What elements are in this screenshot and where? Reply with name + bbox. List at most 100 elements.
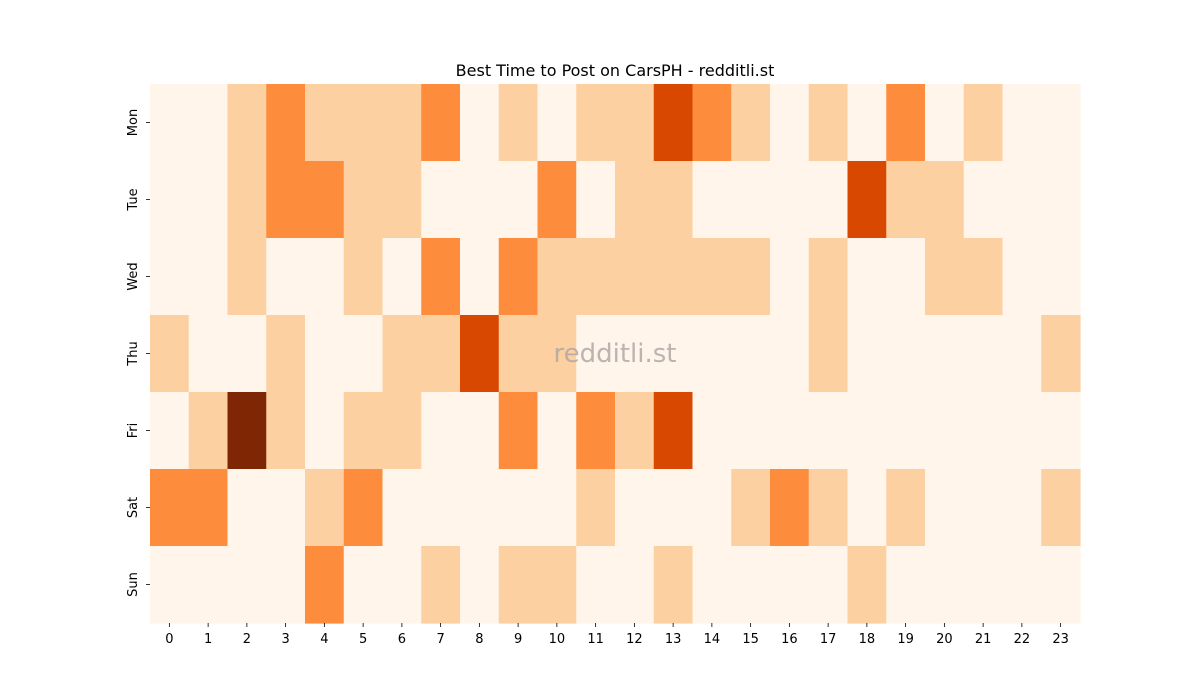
heatmap-cell-sun-15 bbox=[731, 546, 771, 624]
heatmap-cell-mon-20 bbox=[925, 84, 965, 162]
heatmap-cell-wed-18 bbox=[847, 238, 887, 316]
heatmap-cell-sat-16 bbox=[770, 469, 810, 547]
heatmap-cell-tue-13 bbox=[653, 161, 694, 239]
heatmap-cell-mon-11 bbox=[576, 84, 616, 162]
heatmap-cell-mon-13 bbox=[653, 84, 694, 162]
heatmap-cell-tue-6 bbox=[382, 161, 422, 239]
heatmap-cell-mon-17 bbox=[808, 84, 849, 162]
heatmap-cell-tue-7 bbox=[421, 161, 461, 239]
heatmap-cell-sat-17 bbox=[808, 469, 849, 547]
heatmap-cell-sat-9 bbox=[498, 469, 539, 547]
heatmap-cell-wed-23 bbox=[1041, 238, 1081, 316]
heatmap-cell-wed-3 bbox=[266, 238, 306, 316]
heatmap-cell-sun-13 bbox=[653, 546, 694, 624]
heatmap-cell-tue-8 bbox=[460, 161, 500, 239]
heatmap-cell-tue-5 bbox=[343, 161, 384, 239]
y-tick-label: Mon bbox=[126, 109, 141, 136]
heatmap-cell-sun-23 bbox=[1041, 546, 1081, 624]
heatmap-cell-sat-13 bbox=[653, 469, 694, 547]
y-axis: Mon Tue Wed Thu Fri Sat Sun bbox=[126, 109, 150, 597]
heatmap-cell-tue-9 bbox=[498, 161, 539, 239]
heatmap-cell-mon-12 bbox=[615, 84, 655, 162]
heatmap-cell-fri-21 bbox=[963, 392, 1004, 470]
x-tick-label: 5 bbox=[359, 632, 367, 647]
heatmap-cell-wed-21 bbox=[963, 238, 1004, 316]
heatmap-cell-tue-10 bbox=[537, 161, 577, 239]
heatmap-cell-sat-22 bbox=[1002, 469, 1042, 547]
heatmap-cell-tue-23 bbox=[1041, 161, 1081, 239]
heatmap-cell-sun-11 bbox=[576, 546, 616, 624]
heatmap-cell-fri-22 bbox=[1002, 392, 1042, 470]
heatmap-cell-fri-4 bbox=[305, 392, 345, 470]
heatmap-cell-mon-7 bbox=[421, 84, 461, 162]
heatmap-cell-wed-13 bbox=[653, 238, 694, 316]
heatmap-cell-tue-20 bbox=[925, 161, 965, 239]
heatmap-cell-sun-9 bbox=[498, 546, 539, 624]
heatmap-cell-mon-21 bbox=[963, 84, 1004, 162]
heatmap-cell-sat-2 bbox=[227, 469, 267, 547]
heatmap-cell-tue-19 bbox=[886, 161, 926, 239]
heatmap-cell-mon-3 bbox=[266, 84, 306, 162]
y-tick-label: Sun bbox=[126, 572, 141, 597]
heatmap-cell-tue-17 bbox=[808, 161, 849, 239]
heatmap-cell-thu-2 bbox=[227, 315, 267, 393]
heatmap-cell-sat-23 bbox=[1041, 469, 1081, 547]
x-tick-label: 14 bbox=[704, 632, 721, 647]
heatmap-cell-mon-5 bbox=[343, 84, 384, 162]
heatmap-cell-fri-18 bbox=[847, 392, 887, 470]
heatmap-cell-fri-19 bbox=[886, 392, 926, 470]
heatmap-cell-fri-11 bbox=[576, 392, 616, 470]
heatmap-cell-fri-5 bbox=[343, 392, 384, 470]
heatmap-cell-sat-14 bbox=[692, 469, 732, 547]
y-tick-label: Tue bbox=[126, 188, 141, 211]
x-tick-label: 2 bbox=[243, 632, 251, 647]
heatmap-cell-thu-0 bbox=[150, 315, 190, 393]
heatmap-cell-sun-0 bbox=[150, 546, 190, 624]
heatmap-cell-mon-4 bbox=[305, 84, 345, 162]
heatmap-cell-fri-2 bbox=[227, 392, 267, 470]
heatmap-cell-thu-4 bbox=[305, 315, 345, 393]
heatmap-cell-fri-15 bbox=[731, 392, 771, 470]
heatmap-cell-tue-21 bbox=[963, 161, 1004, 239]
heatmap-cell-wed-11 bbox=[576, 238, 616, 316]
x-tick-label: 12 bbox=[626, 632, 643, 647]
heatmap-cell-thu-7 bbox=[421, 315, 461, 393]
heatmap-cell-sat-6 bbox=[382, 469, 422, 547]
heatmap-cell-mon-14 bbox=[692, 84, 732, 162]
heatmap-cell-thu-21 bbox=[963, 315, 1004, 393]
heatmap-cell-sat-15 bbox=[731, 469, 771, 547]
heatmap-cell-sat-12 bbox=[615, 469, 655, 547]
heatmap-cell-fri-7 bbox=[421, 392, 461, 470]
heatmap-cell-sun-19 bbox=[886, 546, 926, 624]
heatmap-cell-wed-10 bbox=[537, 238, 577, 316]
x-tick-label: 9 bbox=[514, 632, 522, 647]
heatmap-cell-wed-12 bbox=[615, 238, 655, 316]
x-tick-label: 11 bbox=[587, 632, 604, 647]
y-tick-label: Wed bbox=[126, 262, 141, 290]
heatmap-cell-wed-16 bbox=[770, 238, 810, 316]
heatmap-cell-tue-11 bbox=[576, 161, 616, 239]
heatmap-cell-tue-12 bbox=[615, 161, 655, 239]
heatmap-cell-thu-18 bbox=[847, 315, 887, 393]
heatmap-cell-wed-19 bbox=[886, 238, 926, 316]
heatmap-cell-tue-14 bbox=[692, 161, 732, 239]
heatmap-cell-thu-22 bbox=[1002, 315, 1042, 393]
x-tick-label: 6 bbox=[398, 632, 406, 647]
heatmap-cell-tue-3 bbox=[266, 161, 306, 239]
x-tick-label: 4 bbox=[320, 632, 328, 647]
heatmap-cell-sat-8 bbox=[460, 469, 500, 547]
heatmap-cell-mon-15 bbox=[731, 84, 771, 162]
heatmap-cell-tue-22 bbox=[1002, 161, 1042, 239]
heatmap-cell-sat-21 bbox=[963, 469, 1004, 547]
x-tick-label: 21 bbox=[975, 632, 992, 647]
heatmap-cell-fri-23 bbox=[1041, 392, 1081, 470]
heatmap-cell-fri-20 bbox=[925, 392, 965, 470]
heatmap-cell-sat-0 bbox=[150, 469, 190, 547]
heatmap-cell-sat-10 bbox=[537, 469, 577, 547]
heatmap-cell-sun-14 bbox=[692, 546, 732, 624]
heatmap-cell-sun-8 bbox=[460, 546, 500, 624]
heatmap-cell-sun-22 bbox=[1002, 546, 1042, 624]
heatmap-cell-tue-0 bbox=[150, 161, 190, 239]
watermark: redditli.st bbox=[554, 339, 677, 369]
